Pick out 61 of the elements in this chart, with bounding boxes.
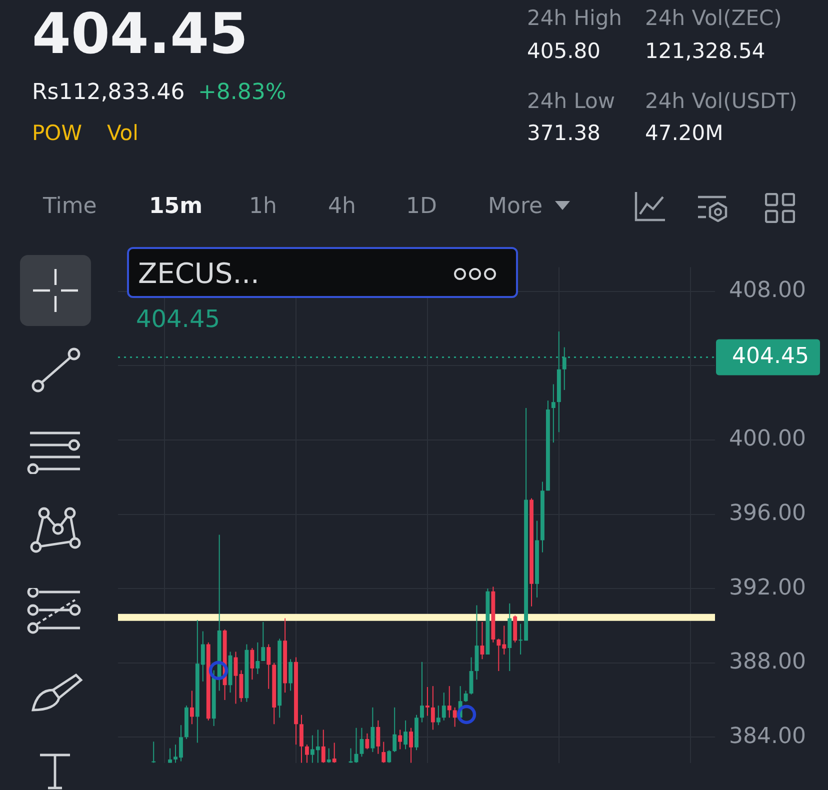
candlestick xyxy=(420,661,424,723)
candlestick xyxy=(409,727,413,764)
ref-line-label: 404.45 xyxy=(732,344,809,370)
text: 47.20M xyxy=(645,121,724,145)
chart-title: ZECUS... xyxy=(138,257,260,290)
candlestick xyxy=(430,686,435,730)
y-tick-label: 384.00 xyxy=(729,724,806,749)
text: 1h xyxy=(249,194,277,219)
candlestick xyxy=(452,706,457,728)
text: More xyxy=(488,194,543,219)
candlestick xyxy=(288,658,292,692)
candlestick xyxy=(152,741,156,764)
y-tick-label: 396.00 xyxy=(729,500,806,526)
candlestick xyxy=(398,729,402,750)
candlestick xyxy=(261,621,266,662)
candlestick xyxy=(464,690,468,702)
y-tick-label: 408.00 xyxy=(729,278,806,304)
text: POW xyxy=(32,121,82,145)
candlestick xyxy=(321,729,326,764)
candlestick xyxy=(392,706,397,753)
text: 15m xyxy=(149,194,203,219)
text: Time xyxy=(43,194,97,219)
text: 4h xyxy=(328,194,356,219)
text: 24h Vol(ZEC) xyxy=(645,6,782,30)
candlestick xyxy=(382,741,386,764)
candlestick xyxy=(360,727,364,758)
annotation: 404.45 xyxy=(136,305,220,333)
y-tick-label: 388.00 xyxy=(729,650,806,675)
candlestick xyxy=(425,686,430,716)
candlestick xyxy=(370,706,375,753)
text: 405.80 xyxy=(527,39,600,63)
text: 24h Vol(USDT) xyxy=(645,89,798,113)
candlestick xyxy=(436,705,440,726)
y-tick-label: 400.00 xyxy=(729,426,806,452)
text: 1D xyxy=(406,194,437,219)
y-tick-label: 392.00 xyxy=(729,575,806,600)
text: Rs112,833.46 xyxy=(32,80,185,105)
text: 371.38 xyxy=(527,121,600,145)
candlestick xyxy=(387,750,392,764)
candlestick xyxy=(332,742,336,764)
label-box: ZECUS... xyxy=(127,247,518,298)
candlestick xyxy=(551,384,556,444)
text: +8.83% xyxy=(198,80,286,105)
candlestick xyxy=(256,642,260,675)
candlestick xyxy=(190,690,194,725)
text: Vol xyxy=(107,121,138,145)
candlestick xyxy=(442,692,446,721)
candlestick xyxy=(304,744,309,764)
candlestick xyxy=(266,644,271,690)
text: 24h High xyxy=(527,6,622,30)
candlestick xyxy=(300,714,304,764)
candlestick xyxy=(326,748,331,764)
candlestick xyxy=(404,720,408,750)
candlestick xyxy=(250,648,254,680)
candlestick xyxy=(447,686,452,718)
text: 404.45 xyxy=(32,2,248,67)
candlestick xyxy=(365,732,370,750)
text: 24h Low xyxy=(527,89,616,113)
candlestick xyxy=(168,748,172,764)
text: 121,328.54 xyxy=(645,39,766,63)
candlestick xyxy=(376,720,380,754)
